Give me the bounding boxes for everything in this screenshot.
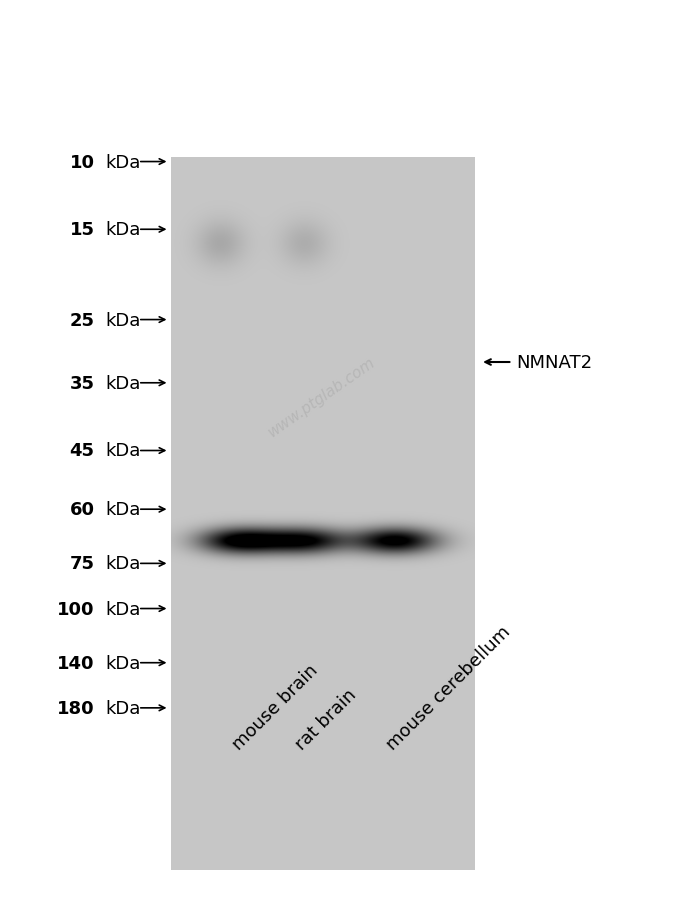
Text: 140: 140 bbox=[57, 654, 94, 672]
Text: rat brain: rat brain bbox=[292, 686, 360, 753]
Text: www.ptglab.com: www.ptglab.com bbox=[265, 354, 379, 439]
Text: mouse brain: mouse brain bbox=[229, 661, 321, 753]
Text: 75: 75 bbox=[69, 555, 94, 573]
Text: 45: 45 bbox=[69, 442, 94, 460]
Text: kDa: kDa bbox=[105, 555, 141, 573]
Text: kDa: kDa bbox=[105, 699, 141, 717]
Text: kDa: kDa bbox=[105, 153, 141, 171]
Text: kDa: kDa bbox=[105, 600, 141, 618]
Text: 60: 60 bbox=[69, 501, 94, 519]
Text: 15: 15 bbox=[69, 221, 94, 239]
Text: kDa: kDa bbox=[105, 374, 141, 392]
Text: kDa: kDa bbox=[105, 311, 141, 329]
Text: 25: 25 bbox=[69, 311, 94, 329]
Text: kDa: kDa bbox=[105, 501, 141, 519]
Text: NMNAT2: NMNAT2 bbox=[517, 354, 593, 372]
Text: 35: 35 bbox=[69, 374, 94, 392]
Text: kDa: kDa bbox=[105, 442, 141, 460]
Text: 180: 180 bbox=[57, 699, 94, 717]
Text: 10: 10 bbox=[69, 153, 94, 171]
Text: kDa: kDa bbox=[105, 221, 141, 239]
Text: mouse cerebellum: mouse cerebellum bbox=[383, 622, 514, 753]
Text: kDa: kDa bbox=[105, 654, 141, 672]
Text: 100: 100 bbox=[57, 600, 94, 618]
